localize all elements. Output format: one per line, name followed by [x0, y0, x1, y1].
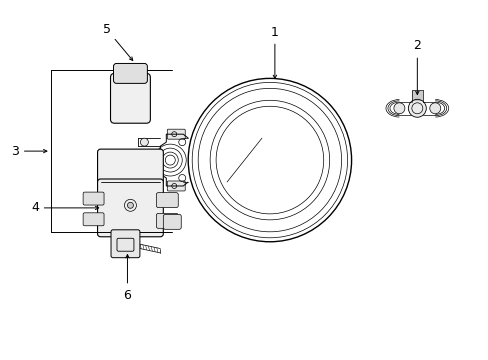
- FancyBboxPatch shape: [110, 73, 150, 123]
- Circle shape: [91, 195, 98, 202]
- FancyBboxPatch shape: [83, 192, 104, 205]
- Circle shape: [171, 218, 177, 224]
- Circle shape: [127, 202, 133, 208]
- Text: 1: 1: [270, 26, 278, 78]
- Circle shape: [122, 241, 128, 247]
- FancyBboxPatch shape: [98, 149, 163, 185]
- FancyBboxPatch shape: [163, 214, 181, 229]
- Text: 3: 3: [11, 145, 47, 158]
- FancyBboxPatch shape: [156, 193, 178, 208]
- FancyBboxPatch shape: [111, 230, 140, 258]
- Circle shape: [393, 103, 404, 114]
- Circle shape: [171, 197, 177, 203]
- FancyBboxPatch shape: [113, 63, 147, 84]
- FancyBboxPatch shape: [98, 179, 163, 237]
- Circle shape: [429, 103, 440, 114]
- Circle shape: [140, 138, 148, 146]
- FancyBboxPatch shape: [167, 129, 185, 139]
- Text: 4: 4: [31, 201, 99, 215]
- Text: 5: 5: [102, 23, 132, 60]
- FancyBboxPatch shape: [156, 213, 178, 228]
- Circle shape: [91, 216, 98, 222]
- FancyBboxPatch shape: [117, 238, 134, 251]
- Circle shape: [140, 174, 148, 182]
- FancyBboxPatch shape: [167, 181, 185, 191]
- Text: 6: 6: [123, 255, 131, 302]
- Text: 2: 2: [412, 40, 420, 94]
- Circle shape: [407, 99, 426, 117]
- FancyBboxPatch shape: [83, 213, 104, 226]
- Circle shape: [140, 156, 148, 164]
